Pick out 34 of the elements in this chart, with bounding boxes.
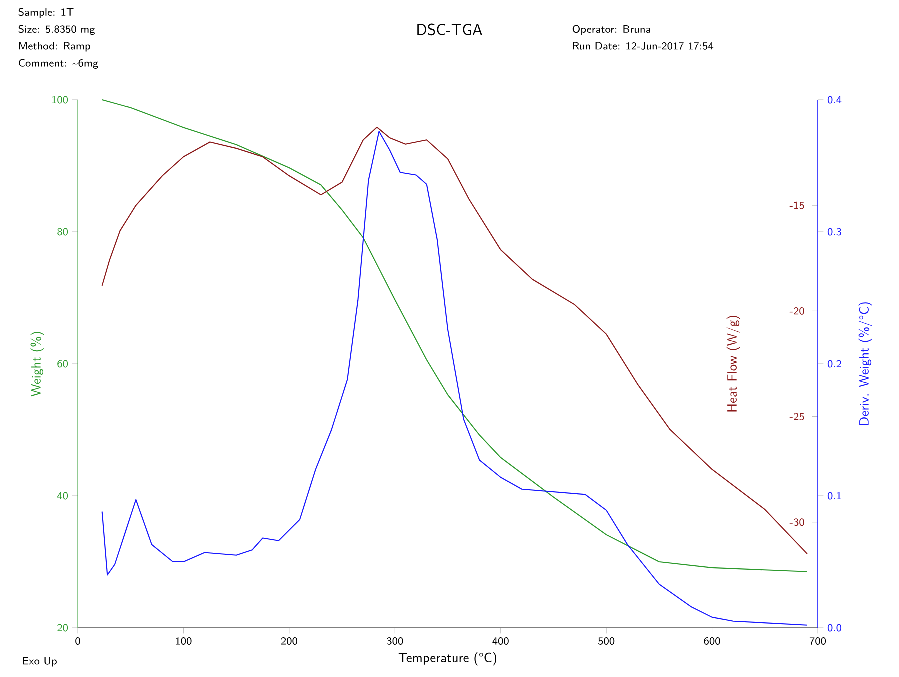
y3-tick-label: 0.3 — [828, 228, 842, 236]
y-tick-label: 100 — [52, 96, 68, 104]
y3-tick-label: 0.1 — [828, 492, 842, 500]
text: Run Date: 12-Jun-2017 17:54 — [573, 42, 714, 50]
x-tick-label: 200 — [281, 638, 298, 645]
y-tick-label: 20 — [58, 624, 68, 632]
y2-tick-label: -30 — [790, 518, 804, 526]
y2-axis-title: Heat Flow (W/g) — [726, 316, 740, 412]
y3-tick-label: 0.2 — [828, 360, 842, 368]
text: Size: 5.8350 mg — [18, 25, 96, 36]
x-tick-label: 0 — [76, 638, 80, 645]
text: Exo Up — [23, 657, 57, 667]
x-tick-label: 600 — [704, 638, 720, 645]
text: Sample: 1T — [18, 8, 74, 18]
y2-tick-label: -15 — [790, 202, 804, 210]
y-axis-title: Weight (%) — [30, 332, 44, 397]
text: Comment: ~6mg — [18, 59, 98, 69]
y2-tick-label: -20 — [790, 307, 804, 315]
chart-title: DSC-TGA — [418, 24, 482, 36]
x-tick-label: 500 — [598, 638, 615, 645]
text: Method: Ramp — [19, 42, 90, 52]
y-tick-label: 60 — [58, 360, 68, 368]
x-tick-label: 300 — [387, 638, 404, 645]
y-tick-label: 80 — [58, 228, 68, 236]
y2-tick-label: -25 — [790, 413, 804, 421]
x-tick-label: 100 — [176, 638, 192, 645]
y3-tick-label: 0.0 — [828, 624, 842, 632]
x-tick-label: 700 — [810, 638, 826, 645]
text: Operator: Bruna — [572, 25, 650, 35]
y3-axis-title: Deriv. Weight (%/°C) — [858, 302, 872, 426]
y-tick-label: 40 — [57, 492, 68, 500]
y3-tick-label: 0.4 — [828, 96, 842, 104]
x-tick-label: 400 — [492, 638, 509, 645]
x-axis-title: Temperature (°C) — [398, 652, 497, 666]
